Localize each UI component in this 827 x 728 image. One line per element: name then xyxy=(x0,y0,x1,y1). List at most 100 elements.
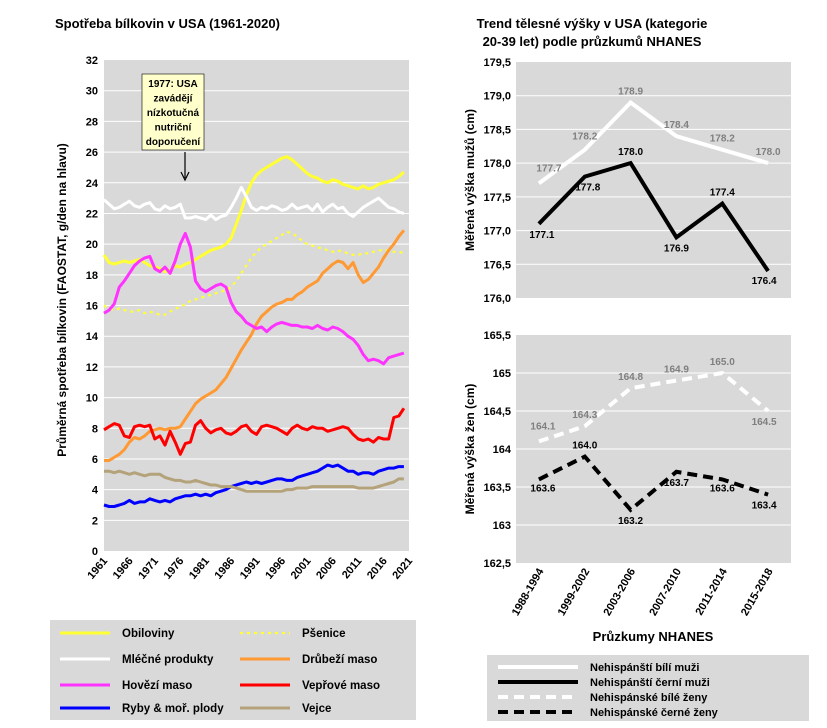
left-x-tick-label: 1966 xyxy=(111,555,136,581)
data-label: 163.6 xyxy=(710,483,735,494)
left-x-tick-label: 2021 xyxy=(390,555,415,581)
legend-label-fish: Ryby & moř. plody xyxy=(122,703,224,715)
men-gridlines xyxy=(516,95,791,265)
women-series-lines xyxy=(538,370,770,513)
left-x-tick-label: 1976 xyxy=(162,555,187,581)
data-label: 164.1 xyxy=(530,421,555,432)
left-x-tick-label: 1971 xyxy=(136,555,161,581)
category-tick-label: 1999-2002 xyxy=(556,567,593,619)
y-tick-label: 178,5 xyxy=(483,124,511,136)
legend-label-dairy: Mléčné produkty xyxy=(122,654,214,666)
data-label: 163.2 xyxy=(618,516,643,527)
left-legend: Obiloviny Pšenice Mléčné produkty Drůbeží m… xyxy=(60,628,380,715)
left-y-tick-label: 18 xyxy=(86,270,98,282)
annotation-text: nutriční xyxy=(155,123,193,134)
left-x-ticks: 1961 1966 1971 1976 1981 1986 1991 1996 2001 2006… xyxy=(85,555,415,581)
right-legend: Nehispánští bílí muži Nehispánští černí m… xyxy=(498,662,719,719)
series-line-black_women xyxy=(538,454,769,513)
annotation-arrowhead xyxy=(180,171,190,182)
legend-label-white_men: Nehispánští bílí muži xyxy=(590,662,699,674)
women-y-ticks: 162,5 163 163,5 164 164,5 165 165,5 xyxy=(483,330,511,570)
women-y-axis-label: Měřená výška žen (cm) xyxy=(463,384,477,515)
left-legend-box xyxy=(50,620,416,720)
series-line-dairy xyxy=(102,185,405,222)
legend-label-cereals: Obiloviny xyxy=(122,628,175,640)
y-tick-label: 177,0 xyxy=(483,226,511,238)
annotation-text: zavádějí xyxy=(154,94,194,105)
data-label: 163.4 xyxy=(752,501,777,512)
data-label: 164.9 xyxy=(664,365,689,376)
data-label: 164.3 xyxy=(572,410,597,421)
left-y-tick-label: 30 xyxy=(86,86,98,98)
data-label: 177.4 xyxy=(710,188,735,199)
men-y-ticks: 176,0 176,5 177,0 177,5 178,0 178,5 179,0 179,5 xyxy=(483,57,511,305)
left-y-axis-label: Průměrná spotřeba bílkovin (FAOSTAT, g/d… xyxy=(55,143,69,457)
left-x-tick-label: 2016 xyxy=(365,555,390,581)
left-y-tick-label: 2 xyxy=(92,515,98,527)
category-tick-label: 1988-1994 xyxy=(510,566,547,618)
legend-label-white_women: Nehispánské bílé ženy xyxy=(590,692,708,704)
y-tick-label: 178,0 xyxy=(483,158,511,170)
y-tick-label: 177,5 xyxy=(483,192,511,204)
annotation-text: nízkotučná xyxy=(147,108,200,119)
men-series-lines xyxy=(537,99,770,273)
legend-label-wheat: Pšenice xyxy=(302,628,345,640)
legend-label-beef: Hovězí maso xyxy=(122,680,192,692)
data-label: 164.8 xyxy=(618,372,643,383)
data-label: 178.4 xyxy=(664,120,689,131)
series-line-white_men xyxy=(537,99,769,186)
left-y-tick-label: 8 xyxy=(92,423,98,435)
left-y-tick-label: 22 xyxy=(86,208,98,220)
left-y-tick-label: 10 xyxy=(86,393,98,405)
legend-label-eggs: Vejce xyxy=(302,703,331,715)
y-tick-label: 162,5 xyxy=(483,558,511,570)
data-label: 178.2 xyxy=(710,134,735,145)
legend-label-pork: Vepřové maso xyxy=(302,680,380,692)
left-x-tick-label: 2006 xyxy=(314,555,339,581)
category-tick-label: 2015-2018 xyxy=(739,567,776,619)
y-tick-label: 165,5 xyxy=(483,330,511,342)
data-label: 176.4 xyxy=(752,276,777,287)
data-label: 178.0 xyxy=(618,147,643,158)
annotation-box xyxy=(141,73,205,151)
y-tick-label: 176,0 xyxy=(483,293,511,305)
series-line-white_women xyxy=(538,370,770,444)
men-plot-area xyxy=(516,62,791,298)
series-line-eggs xyxy=(104,469,404,493)
left-series-lines xyxy=(102,155,406,508)
left-x-tick-label: 1996 xyxy=(263,555,288,581)
y-tick-label: 165 xyxy=(493,368,511,380)
data-label: 178.2 xyxy=(572,132,597,143)
legend-label-poultry: Drůbeží maso xyxy=(302,654,377,666)
left-x-tick-label: 1981 xyxy=(187,555,212,581)
left-y-tick-label: 16 xyxy=(86,301,98,313)
left-x-tick-label: 1991 xyxy=(238,555,263,581)
data-label: 177.1 xyxy=(529,230,554,241)
men-data-labels: 177.7 178.2 178.9 178.4 178.2 178.0 177.1 177.8… xyxy=(529,86,781,287)
left-x-tick-label: 2011 xyxy=(340,555,365,581)
y-tick-label: 163,5 xyxy=(483,482,511,494)
y-tick-label: 179,0 xyxy=(483,91,511,103)
data-label: 164.0 xyxy=(572,441,597,452)
left-chart-title: Spotřeba bílkovin v USA (1961-2020) xyxy=(55,16,280,31)
category-tick-label: 2003-2006 xyxy=(601,567,638,619)
category-tick-label: 2007-2010 xyxy=(647,567,684,619)
y-tick-label: 179,5 xyxy=(483,57,511,69)
men-y-axis-label: Měřená výška mužů (cm) xyxy=(463,109,477,251)
series-line-black_men xyxy=(537,160,770,273)
left-x-tick-label: 1961 xyxy=(85,555,110,581)
left-y-tick-label: 28 xyxy=(86,116,98,128)
data-label: 163.6 xyxy=(530,483,555,494)
left-y-tick-label: 6 xyxy=(92,454,98,466)
data-label: 163.7 xyxy=(664,478,689,489)
left-y-tick-label: 20 xyxy=(86,239,98,251)
legend-label-black_men: Nehispánští černí muži xyxy=(590,677,710,689)
data-label: 165.0 xyxy=(710,357,735,368)
annotation-text: doporučení xyxy=(146,137,202,148)
left-x-tick-label: 2001 xyxy=(289,555,314,581)
women-x-axis-label: Průzkumy NHANES xyxy=(593,629,714,644)
left-y-tick-label: 0 xyxy=(92,546,98,558)
data-label: 164.5 xyxy=(752,417,777,428)
data-label: 177.7 xyxy=(536,163,561,174)
